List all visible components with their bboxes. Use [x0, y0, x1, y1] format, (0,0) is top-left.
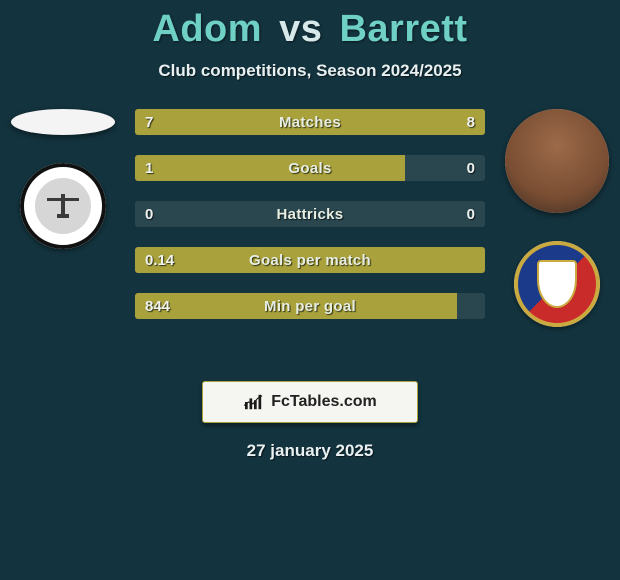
vs-label: vs [279, 8, 322, 50]
stat-label: Goals per match [249, 252, 371, 269]
stat-value-left: 0 [145, 206, 153, 223]
stat-label: Hattricks [277, 206, 344, 223]
stat-bar-left-fill [135, 109, 401, 135]
stat-value-left: 7 [145, 114, 153, 131]
stat-value-right: 0 [467, 206, 475, 223]
brand-watermark[interactable]: FcTables.com [202, 381, 418, 423]
stat-value-left: 844 [145, 298, 170, 315]
player1-name: Adom [152, 8, 262, 50]
stat-bar-left-fill [135, 155, 405, 181]
comparison-stage: 7 Matches 8 1 Goals 0 0 Hattricks 0 0.14 Goals per… [0, 109, 620, 359]
competition-subtitle: Club competitions, Season 2024/2025 [0, 61, 620, 81]
stat-bars: 7 Matches 8 1 Goals 0 0 Hattricks 0 0.14 Goals per… [135, 109, 485, 319]
stat-label: Goals [288, 160, 331, 177]
comparison-title: Adom vs Barrett [0, 0, 620, 51]
right-column [502, 109, 612, 327]
left-column [8, 109, 118, 249]
stat-value-left: 0.14 [145, 252, 174, 269]
stat-row: 1 Goals 0 [135, 155, 485, 181]
stat-value-right: 0 [467, 160, 475, 177]
stat-row: 0 Hattricks 0 [135, 201, 485, 227]
stat-label: Min per goal [264, 298, 356, 315]
angel-icon [43, 186, 83, 226]
stat-label: Matches [279, 114, 341, 131]
snapshot-date: 27 january 2025 [0, 441, 620, 461]
brand-text: FcTables.com [271, 393, 377, 411]
bar-chart-icon [243, 393, 265, 411]
stat-row: 844 Min per goal [135, 293, 485, 319]
stat-row: 0.14 Goals per match [135, 247, 485, 273]
player2-avatar [505, 109, 609, 213]
player2-face-icon [505, 109, 609, 213]
stat-value-right: 8 [467, 114, 475, 131]
stat-value-left: 1 [145, 160, 153, 177]
gateshead-crest-icon [20, 163, 106, 249]
stat-row: 7 Matches 8 [135, 109, 485, 135]
player2-club-crest [514, 241, 600, 327]
wealdstone-crest-icon [514, 241, 600, 327]
player1-avatar [11, 109, 115, 135]
player2-name: Barrett [339, 8, 467, 50]
player1-club-crest [20, 163, 106, 249]
